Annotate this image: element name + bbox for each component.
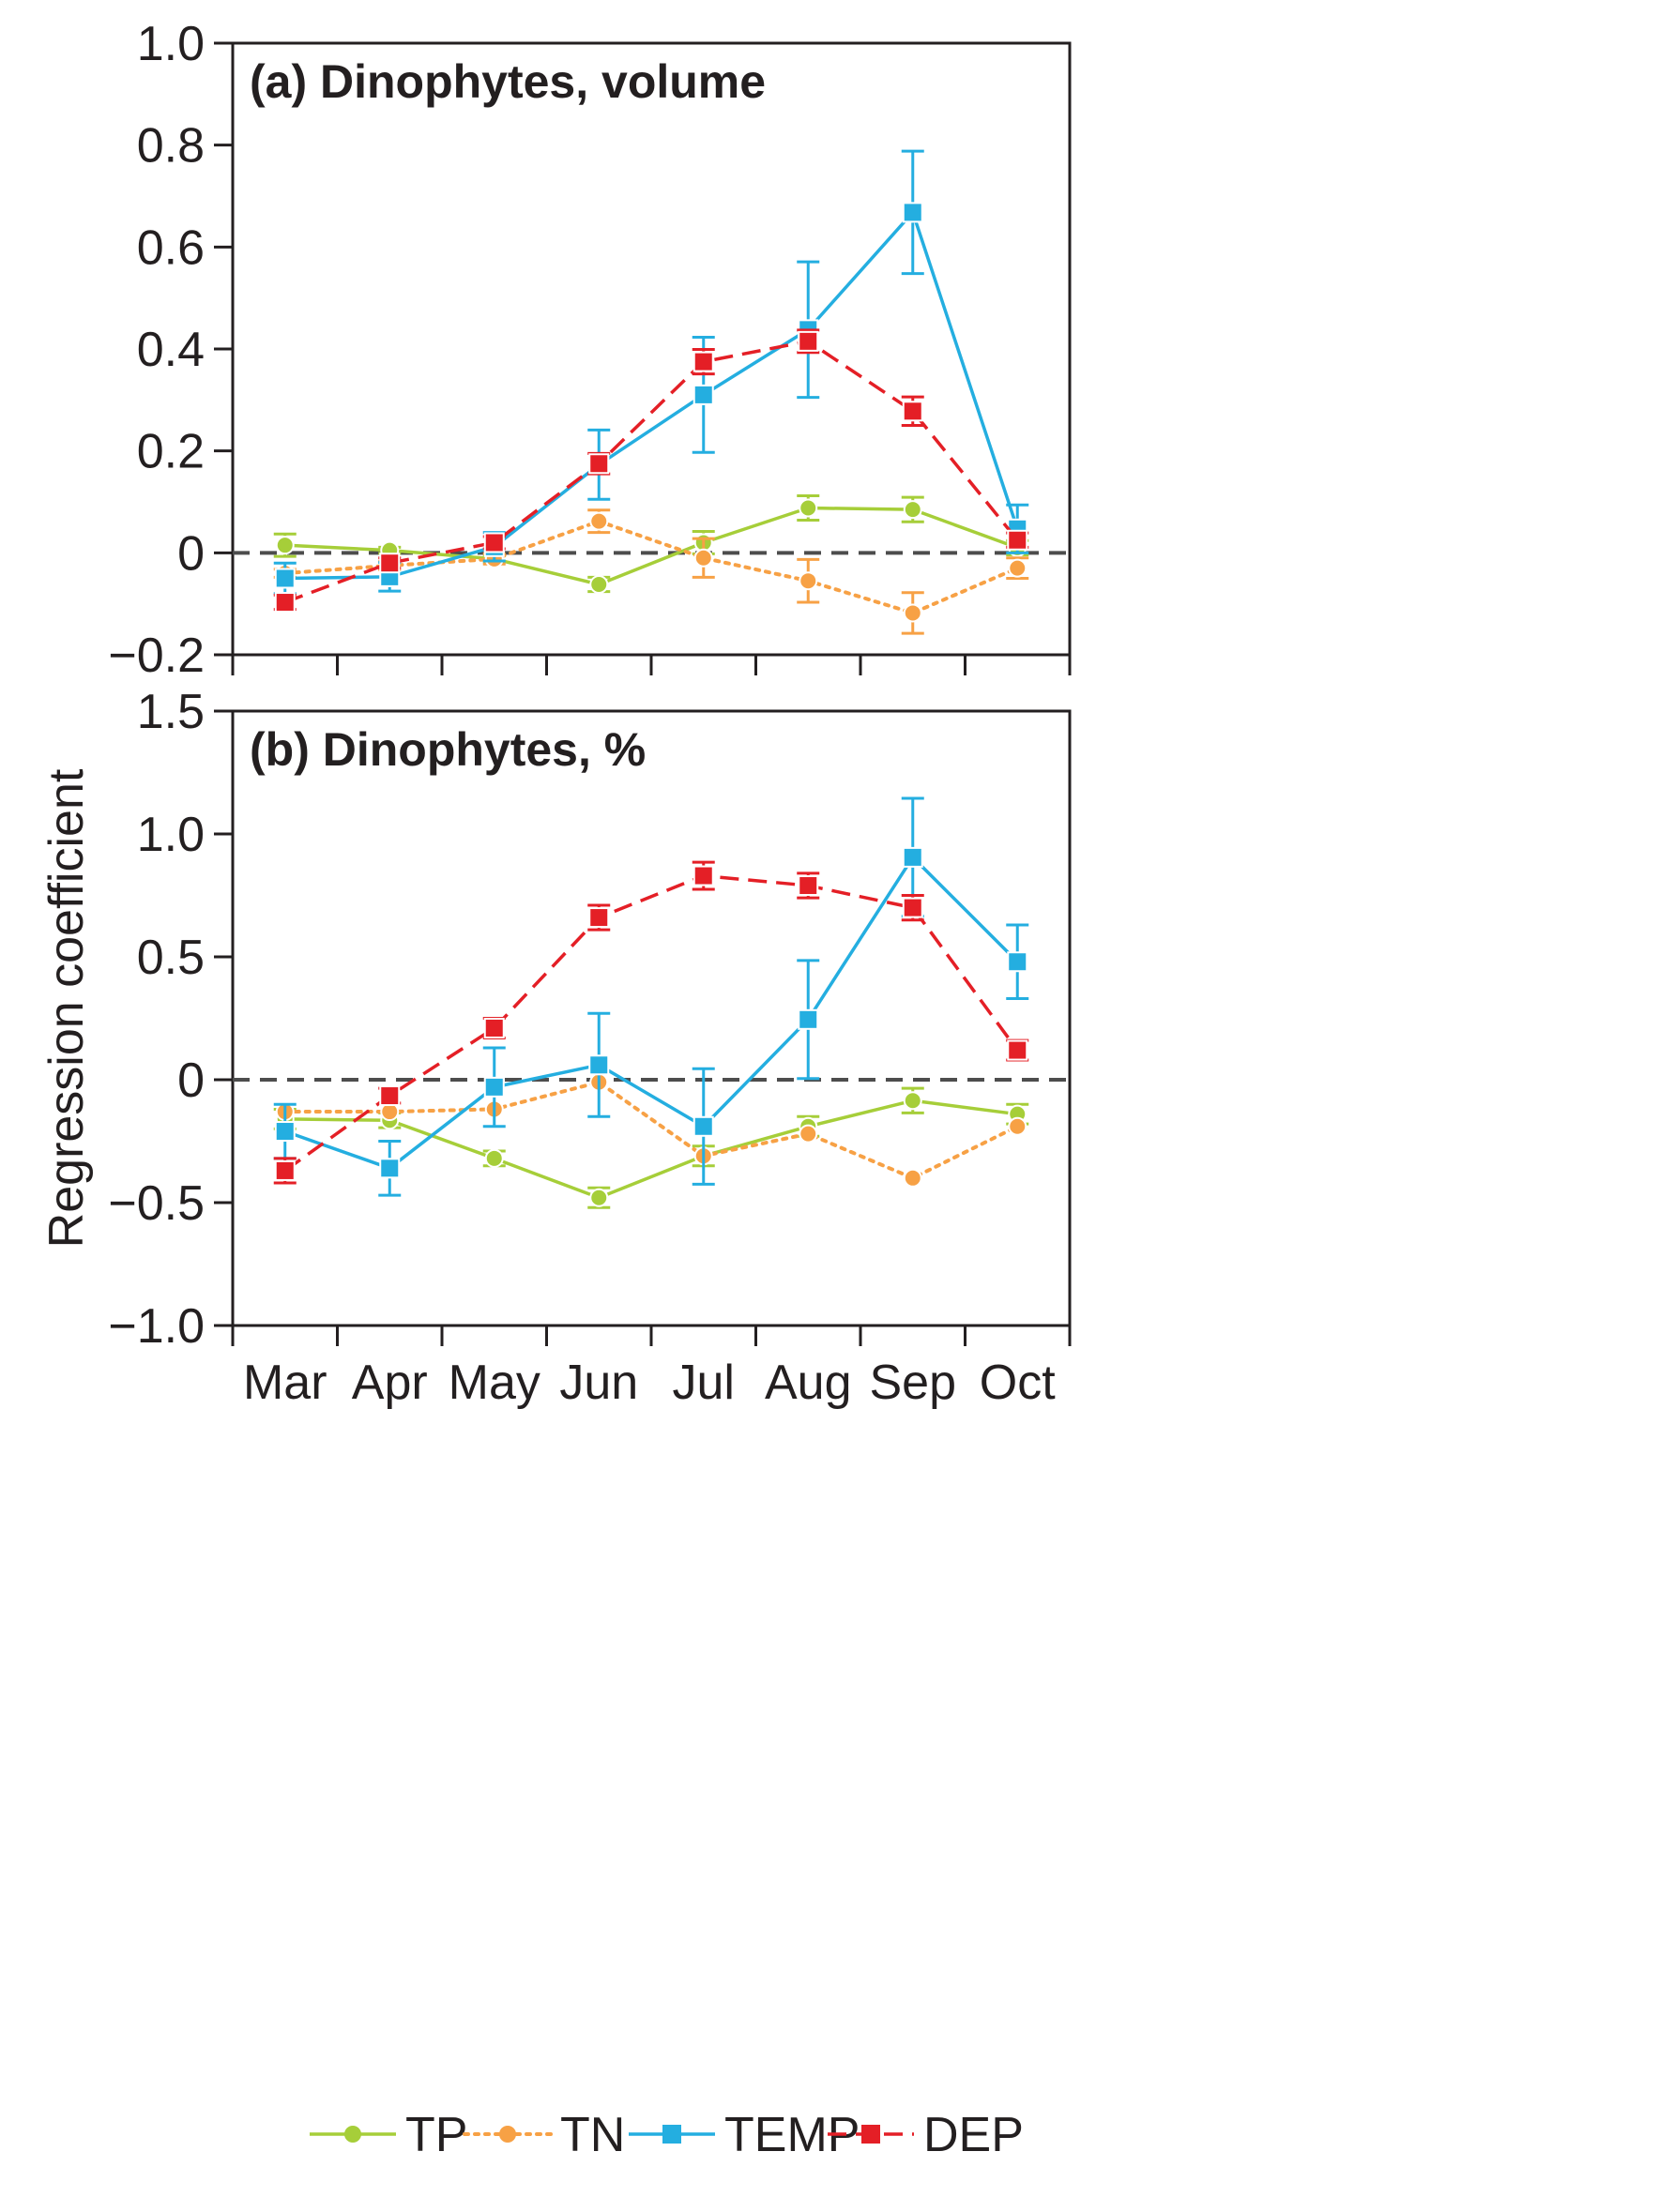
series-line [284, 506, 1018, 586]
x-tick-label: Mar [243, 1356, 327, 1410]
data-point [693, 351, 714, 372]
legend-item-tn: TN [463, 2108, 625, 2162]
y-tick-label: 0.6 [137, 220, 205, 275]
data-point [798, 1008, 819, 1030]
data-point [274, 1121, 296, 1143]
data-point [902, 897, 923, 918]
x-tick-label: Aug [765, 1356, 852, 1410]
data-point [589, 511, 609, 531]
legend-marker [662, 2125, 681, 2144]
data-point [484, 1148, 504, 1168]
series-line [283, 873, 1019, 1173]
x-tick-label: Apr [352, 1356, 428, 1410]
legend-item-temp: TEMP [629, 2108, 860, 2162]
x-tick-label: Sep [869, 1356, 956, 1410]
y-tick-label: −0.2 [108, 629, 205, 683]
data-point [1007, 1039, 1028, 1061]
data-point [903, 1168, 922, 1188]
legend-marker [499, 2126, 516, 2143]
legend-label: TP [405, 2108, 467, 2162]
data-point [1008, 1116, 1027, 1136]
y-tick-label: −1.0 [108, 1299, 205, 1354]
data-point [693, 1115, 714, 1137]
data-point [589, 1188, 609, 1207]
legend-label: DEP [923, 2108, 1024, 2162]
panel-b: −1.0 −0.5 0 0.5 1.0 1.5 (b) Dinophytes, % Mar Ap… [108, 685, 1072, 1410]
data-point [379, 1085, 401, 1107]
data-point [799, 498, 818, 518]
legend-marker [344, 2126, 361, 2143]
legend: TP TN TEMP DEP [310, 2108, 1024, 2162]
data-point [274, 592, 296, 614]
data-point [798, 875, 819, 897]
series-line [284, 210, 1019, 581]
y-tick-label: 1.5 [137, 685, 205, 739]
legend-item-tp: TP [310, 2108, 467, 2162]
data-point [274, 568, 296, 589]
series-line [284, 340, 1019, 604]
series-dep [273, 328, 1029, 614]
data-point [902, 401, 923, 422]
data-point [483, 1017, 505, 1038]
data-point [1007, 529, 1028, 551]
data-point [275, 536, 295, 555]
data-point [588, 1054, 610, 1076]
panel-a: −0.2 0 0.2 0.4 0.6 0.8 1.0 (a) Dinophytes, volu… [108, 17, 1072, 683]
panel-title: (b) Dinophytes, % [250, 723, 646, 776]
legend-marker [861, 2125, 880, 2144]
x-tick-label: Oct [980, 1356, 1056, 1410]
data-point [483, 532, 505, 553]
legend-item-dep: DEP [828, 2108, 1024, 2162]
series-line [284, 1098, 1018, 1200]
data-point [693, 865, 714, 886]
data-point [902, 202, 923, 223]
x-tick-label: Jun [559, 1356, 638, 1410]
y-tick-label: 0 [177, 1053, 205, 1108]
data-point [379, 1158, 401, 1179]
series-dep [273, 860, 1029, 1185]
plot-frame [231, 709, 1072, 1327]
data-point [483, 1076, 505, 1098]
y-tick-label: 0 [177, 526, 205, 581]
panel-title: (a) Dinophytes, volume [250, 55, 766, 108]
data-point [798, 330, 819, 352]
series-temp [273, 149, 1029, 596]
y-tick-label: 0.2 [137, 425, 205, 479]
data-point [799, 571, 818, 591]
y-tick-label: 0.5 [137, 931, 205, 985]
series-line [282, 519, 1020, 615]
y-tick-label: 1.0 [137, 17, 205, 71]
y-tick-label: 0.4 [137, 323, 205, 377]
series-line [284, 856, 1019, 1171]
y-tick-label: 0.8 [137, 119, 205, 174]
data-point [588, 453, 610, 475]
y-tick-label: −0.5 [108, 1176, 205, 1231]
x-tick-label: Jul [673, 1356, 735, 1410]
data-point [274, 1159, 296, 1181]
data-point [693, 548, 713, 568]
data-point [902, 846, 923, 868]
data-point [903, 603, 922, 623]
data-point [589, 575, 609, 595]
data-point [903, 1091, 922, 1111]
data-point [379, 553, 401, 574]
series-temp [273, 796, 1029, 1197]
series-line [282, 1080, 1020, 1180]
x-tick-label: May [449, 1356, 540, 1410]
data-point [1007, 951, 1028, 973]
legend-label: TN [560, 2108, 625, 2162]
data-point [1008, 558, 1027, 578]
y-tick-label: 1.0 [137, 808, 205, 862]
data-point [588, 907, 610, 929]
data-point [693, 384, 714, 405]
data-point [799, 1124, 818, 1144]
data-point [903, 500, 922, 520]
y-axis-label: Regression coefficient [39, 768, 94, 1248]
